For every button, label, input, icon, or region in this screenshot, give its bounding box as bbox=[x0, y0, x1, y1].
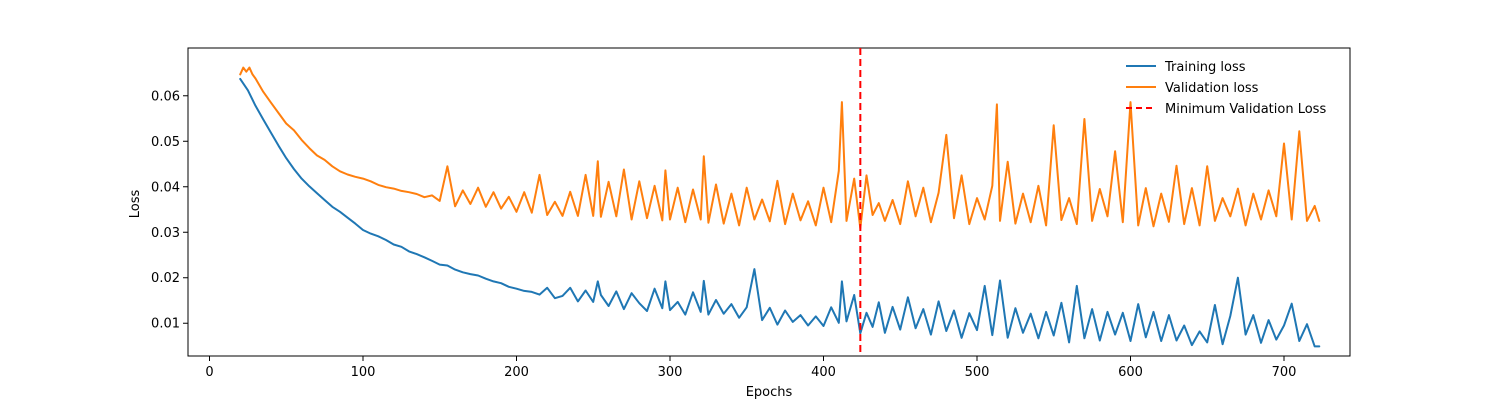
x-axis-label: Epochs bbox=[746, 385, 793, 400]
x-axis-ticks: 0 100 200 300 400 500 600 700 bbox=[205, 356, 1296, 380]
plot-frame bbox=[187, 47, 1351, 357]
y-axis-label: Loss bbox=[128, 190, 143, 219]
y-tick-label: 0.05 bbox=[151, 135, 180, 150]
y-axis-ticks: 0.01 0.02 0.03 0.04 0.05 0.06 bbox=[151, 89, 188, 332]
x-tick-label: 300 bbox=[658, 365, 683, 380]
x-tick-label: 700 bbox=[1272, 365, 1297, 380]
x-tick-label: 500 bbox=[965, 365, 990, 380]
y-tick-label: 0.03 bbox=[151, 226, 180, 241]
x-tick-label: 600 bbox=[1118, 365, 1143, 380]
series-layer bbox=[239, 66, 1321, 348]
legend: Training loss Validation loss Minimum Va… bbox=[1126, 60, 1326, 117]
y-tick-label: 0.01 bbox=[151, 317, 180, 332]
y-tick-label: 0.04 bbox=[151, 180, 180, 195]
y-tick-label: 0.02 bbox=[151, 271, 180, 286]
x-tick-label: 400 bbox=[811, 365, 836, 380]
x-tick-label: 100 bbox=[351, 365, 376, 380]
plot-area bbox=[187, 47, 1351, 357]
legend-label-training: Training loss bbox=[1164, 60, 1246, 75]
legend-label-min-val: Minimum Validation Loss bbox=[1165, 102, 1326, 117]
y-tick-label: 0.06 bbox=[151, 89, 180, 104]
x-tick-label: 200 bbox=[504, 365, 529, 380]
legend-label-validation: Validation loss bbox=[1165, 81, 1259, 96]
series-line-validation-loss bbox=[239, 66, 1321, 230]
x-tick-label: 0 bbox=[205, 365, 213, 380]
series-line-training-loss bbox=[239, 77, 1321, 348]
